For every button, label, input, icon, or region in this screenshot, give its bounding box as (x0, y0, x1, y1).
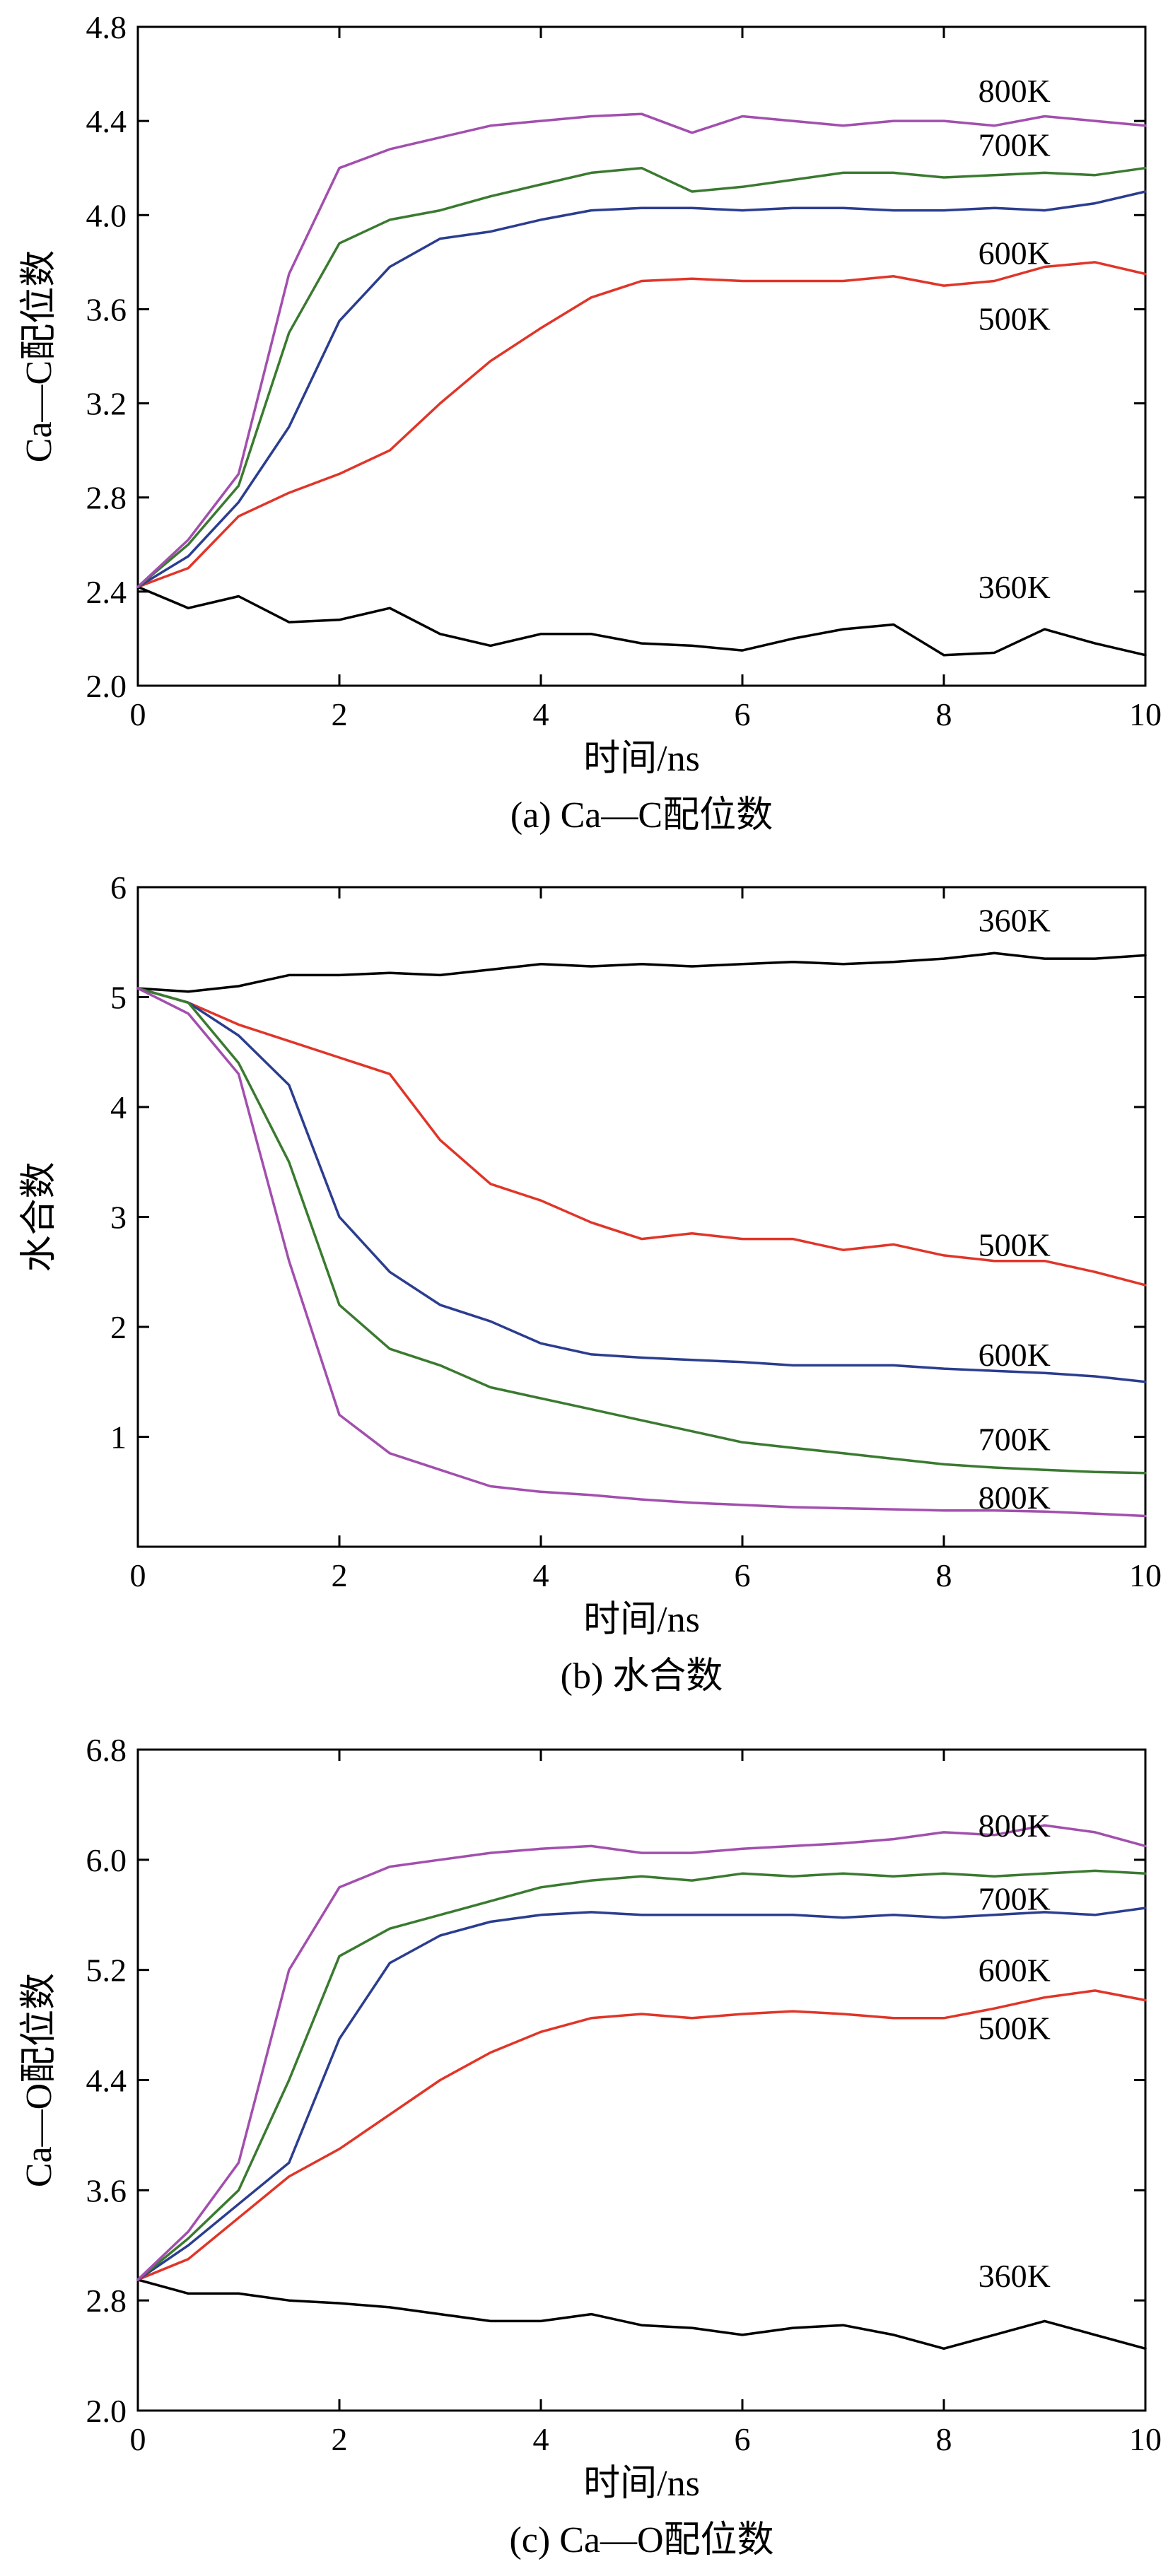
series-label-700k: 700K (979, 1422, 1051, 1458)
y-tick-label: 2.0 (86, 2393, 127, 2429)
chart-panel-1: 2.0 2.4 2.8 3.2 3.6 4.0 4.4 4.8 0 2 4 6 8 10 时间/ns Ca—C… (19, 9, 1162, 836)
y-tick-label: 6.8 (86, 1732, 127, 1768)
x-tick-label: 2 (332, 696, 348, 732)
y-tick-label: 6.0 (86, 1842, 127, 1878)
y-axis-label: Ca—C配位数 (19, 250, 59, 462)
series-line-600k (136, 987, 1147, 1383)
x-tick-label: 0 (130, 1557, 146, 1593)
series-line-700k (136, 987, 1147, 1475)
series-line-800k (136, 1824, 1147, 2281)
series-line-600k (136, 1907, 1147, 2281)
y-tick-label: 2.0 (86, 668, 127, 704)
y-tick-label: 4.4 (86, 2063, 127, 2099)
chart-panel-2: 1 2 3 4 5 6 0 2 4 6 8 10 时间/ns 水合数 (b) 水合数 360K 500K 600K… (19, 870, 1162, 1697)
series-line-360k (136, 585, 1147, 657)
series-label-360k: 360K (979, 2258, 1051, 2294)
x-tick-label: 10 (1129, 1557, 1162, 1593)
series-label-800k: 800K (979, 73, 1051, 109)
x-tick-label: 2 (332, 2421, 348, 2457)
series-line-800k (136, 112, 1147, 588)
x-axis-label: 时间/ns (583, 2464, 700, 2504)
y-tick-label: 3.2 (86, 386, 127, 422)
x-tick-label: 2 (332, 1557, 348, 1593)
series-line-700k (136, 1869, 1147, 2281)
series-line-360k (136, 2278, 1147, 2350)
y-tick-label: 3.6 (86, 2172, 127, 2208)
x-tick-label: 6 (735, 1557, 751, 1593)
series-line-800k (136, 987, 1147, 1518)
x-axis-label: 时间/ns (583, 1600, 700, 1640)
y-axis-label: Ca—O配位数 (19, 1973, 59, 2187)
y-tick-label: 6 (110, 870, 127, 906)
x-tick-label: 10 (1129, 2421, 1162, 2457)
series-label-700k: 700K (979, 127, 1051, 163)
x-tick-label: 6 (735, 696, 751, 732)
chart-panel-3: 2.0 2.8 3.6 4.4 5.2 6.0 6.8 0 2 4 6 8 10 时间/ns Ca—O配位数… (19, 1732, 1162, 2560)
series-line-600k (136, 190, 1147, 588)
x-tick-label: 8 (936, 1557, 952, 1593)
y-tick-label: 4.4 (86, 103, 127, 139)
y-axis-label: 水合数 (19, 1161, 59, 1272)
x-tick-label: 8 (936, 696, 952, 732)
x-tick-label: 0 (130, 696, 146, 732)
series-label-800k: 800K (979, 1808, 1051, 1844)
series-label-800k: 800K (979, 1480, 1051, 1516)
panel-caption: (b) 水合数 (561, 1656, 723, 1697)
y-tick-label: 3 (110, 1200, 127, 1236)
series-label-600k: 600K (979, 1337, 1051, 1373)
series-line-700k (136, 166, 1147, 588)
x-tick-label: 10 (1129, 696, 1162, 732)
x-tick-label: 0 (130, 2421, 146, 2457)
x-tick-label: 8 (936, 2421, 952, 2457)
x-tick-label: 4 (533, 1557, 549, 1593)
series-label-600k: 600K (979, 235, 1051, 271)
y-tick-label: 2.8 (86, 2283, 127, 2319)
x-tick-label: 4 (533, 696, 549, 732)
y-tick-label: 5 (110, 980, 127, 1016)
y-tick-label: 4 (110, 1089, 127, 1125)
series-label-360k: 360K (979, 903, 1051, 939)
series-label-360k: 360K (979, 569, 1051, 605)
x-tick-label: 6 (735, 2421, 751, 2457)
series-label-500k: 500K (979, 2010, 1051, 2046)
plot-frame (136, 25, 1147, 687)
x-axis-label: 时间/ns (583, 739, 700, 779)
y-tick-label: 2.8 (86, 480, 127, 516)
series-line-500k (136, 1989, 1147, 2281)
series-label-700k: 700K (979, 1880, 1051, 1916)
panel-caption: (c) Ca—O配位数 (509, 2520, 773, 2560)
panel-caption: (a) Ca—C配位数 (510, 795, 773, 836)
series-line-500k (136, 261, 1147, 588)
series-label-500k: 500K (979, 301, 1051, 337)
series-label-500k: 500K (979, 1226, 1051, 1263)
y-tick-label: 1 (110, 1419, 127, 1456)
series-label-600k: 600K (979, 1953, 1051, 1989)
x-tick-label: 4 (533, 2421, 549, 2457)
y-tick-label: 2.4 (86, 574, 127, 610)
y-tick-label: 4.0 (86, 197, 127, 233)
series-line-360k (136, 952, 1147, 993)
y-tick-label: 4.8 (86, 9, 127, 45)
y-tick-label: 5.2 (86, 1953, 127, 1989)
y-tick-label: 2 (110, 1309, 127, 1345)
series-line-500k (136, 987, 1147, 1287)
y-tick-label: 3.6 (86, 291, 127, 327)
